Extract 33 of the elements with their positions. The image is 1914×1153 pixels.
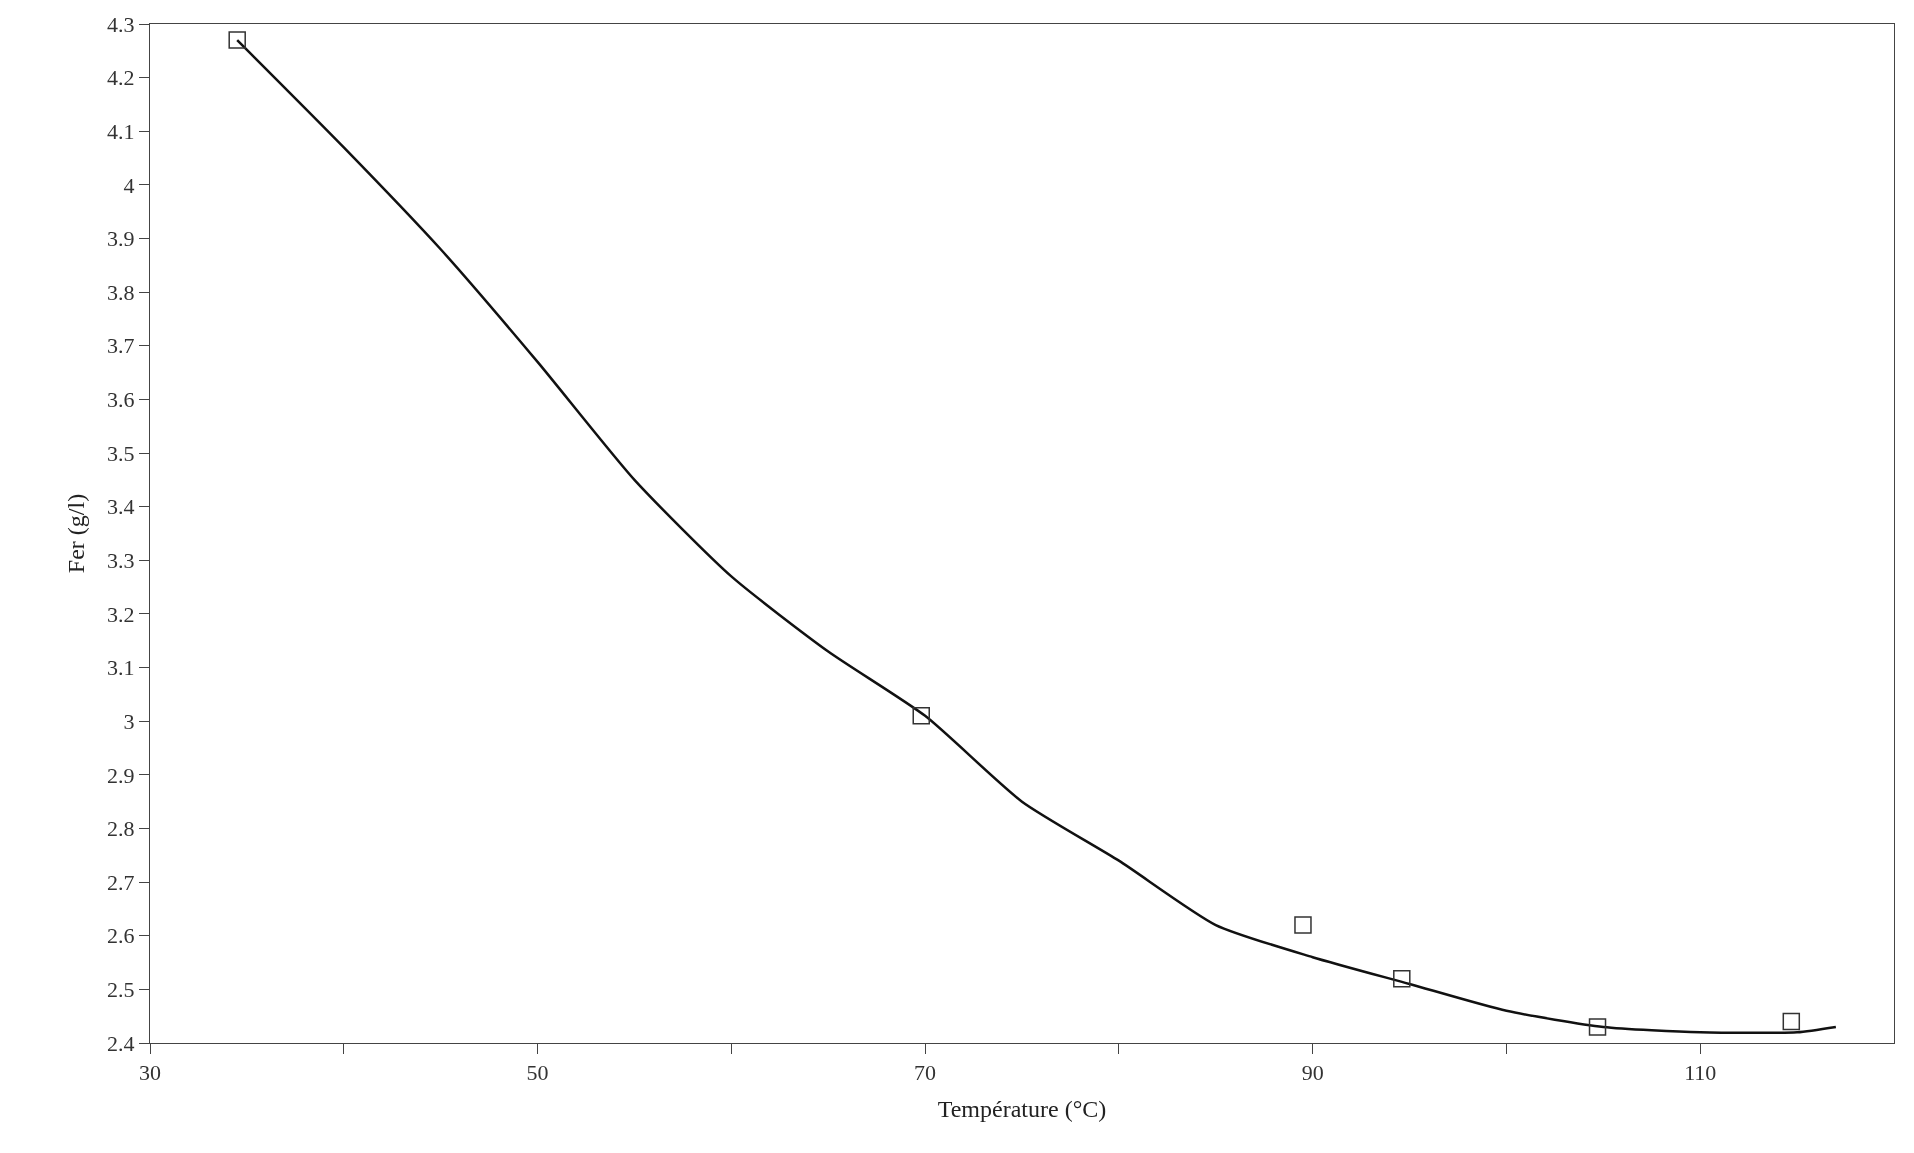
y-tick-label: 2.4	[107, 1030, 135, 1056]
y-tick-label: 2.6	[107, 923, 135, 949]
y-tick-label: 3.9	[107, 226, 135, 252]
y-tick-label: 2.5	[107, 977, 135, 1003]
point	[1294, 916, 1312, 934]
x-tick-label: 70	[914, 1060, 937, 1086]
y-tick-label: 4	[123, 172, 135, 198]
y-tick-label: 3.3	[107, 548, 135, 574]
y-tick-label: 4.1	[107, 118, 135, 144]
x-tick-label: 90	[1301, 1060, 1324, 1086]
y-tick-label: 3.6	[107, 387, 135, 413]
point	[1588, 1018, 1607, 1036]
x-axis-title: Température (°C)	[937, 1095, 1107, 1122]
y-tick-label: 3.4	[107, 494, 135, 520]
point	[1393, 969, 1411, 988]
y-tick-label: 4.3	[107, 11, 135, 37]
point	[228, 31, 246, 49]
y-tick-label: 2.8	[107, 816, 135, 842]
point	[912, 707, 930, 725]
y-tick-label: 2.7	[107, 869, 135, 895]
y-tick-label: 3.5	[107, 440, 135, 466]
x-tick-label: 30	[139, 1060, 161, 1086]
y-tick-label: 3.2	[107, 601, 135, 627]
y-axis-title: Fer (g/l)	[63, 493, 90, 574]
y-tick-label: 3	[123, 708, 135, 734]
x-tick-label: 50	[526, 1060, 549, 1086]
y-tick-label: 4.2	[107, 65, 135, 91]
point	[1782, 1012, 1801, 1031]
y-tick-label: 3.7	[107, 333, 135, 359]
y-tick-label: 2.9	[107, 762, 135, 788]
y-tick-label: 3.1	[107, 655, 135, 681]
x-tick-label: 110	[1684, 1060, 1717, 1086]
y-tick-label: 3.8	[107, 279, 135, 305]
